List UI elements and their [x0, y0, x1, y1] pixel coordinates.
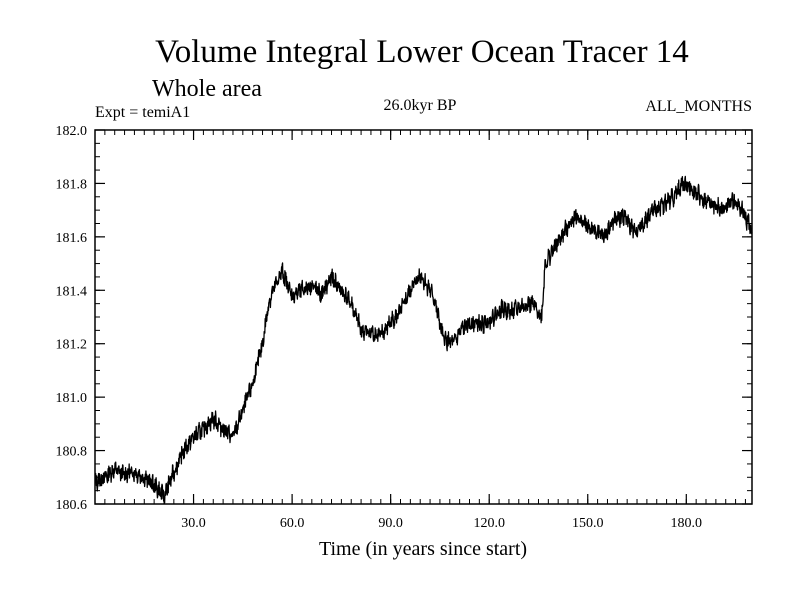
- y-tick-label: 181.4: [56, 284, 88, 299]
- x-tick-label: 60.0: [280, 516, 305, 531]
- chart-subtitle: Whole area: [152, 76, 262, 102]
- x-tick-label: 90.0: [378, 516, 403, 531]
- x-tick-label: 180.0: [671, 516, 703, 531]
- plot-frame: [94, 129, 753, 505]
- y-tick-label: 181.6: [56, 231, 88, 246]
- y-tick-label: 181.2: [56, 338, 88, 353]
- y-tick-labels: 180.6 180.8 181.0 181.2 181.4 181.6 181.8 182.0: [56, 124, 88, 513]
- y-tick-label: 180.6: [56, 498, 88, 513]
- x-axis-label: Time (in years since start): [319, 538, 527, 560]
- x-tick-labels: 30.0 60.0 90.0 120.0 150.0 180.0: [181, 516, 702, 531]
- chart-title: Volume Integral Lower Ocean Tracer 14: [155, 34, 689, 70]
- y-tick-label: 182.0: [56, 124, 88, 139]
- experiment-label: Expt = temiA1: [95, 104, 190, 121]
- series-line: [94, 175, 753, 504]
- x-tick-label: 30.0: [181, 516, 206, 531]
- y-tick-label: 181.0: [56, 391, 88, 406]
- y-tick-label: 180.8: [56, 445, 88, 460]
- y-tick-label: 181.8: [56, 177, 88, 192]
- x-tick-label: 120.0: [473, 516, 505, 531]
- axis-ticks: [94, 129, 752, 505]
- months-label: ALL_MONTHS: [645, 98, 752, 115]
- series-layer: [94, 175, 753, 504]
- period-label: 26.0kyr BP: [384, 97, 457, 114]
- x-tick-label: 150.0: [572, 516, 604, 531]
